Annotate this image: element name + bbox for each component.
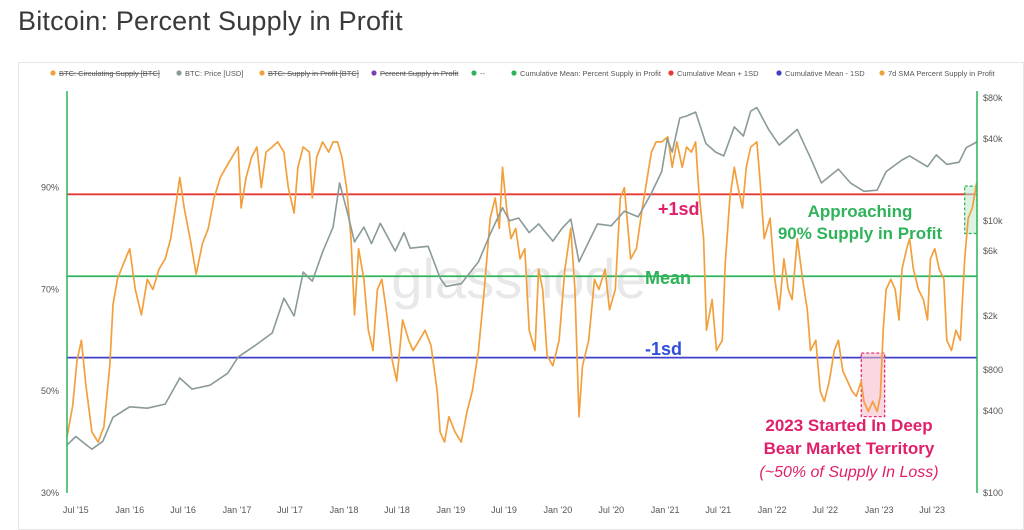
x-tick-label: Jan '21 [651,505,680,515]
legend-swatch [511,70,517,76]
right-tick-label: $2k [983,311,998,321]
x-tick-label: Jul '20 [598,505,624,515]
left-tick-label: 70% [41,284,59,294]
legend-label: BTC: Supply in Profit [BTC] [268,69,359,78]
legend-label: BTC: Circulating Supply [BTC] [59,69,160,78]
legend-label: Percent Supply in Profit [380,69,459,78]
legend-item: BTC: Supply in Profit [BTC] [259,69,359,78]
legend-label: 7d SMA Percent Supply in Profit [888,69,996,78]
annotation-approaching-line2: 90% Supply in Profit [778,224,943,243]
annotation-mean: Mean [645,268,691,288]
legend-swatch [879,70,885,76]
right-tick-label: $6k [983,246,998,256]
annotations-layer: +1sd Mean -1sd Approaching 90% Supply in… [645,199,943,481]
legend-item: Cumulative Mean: Percent Supply in Profi… [511,69,662,78]
annotation-approaching-line1: Approaching [808,202,913,221]
x-tick-label: Jul '16 [170,505,196,515]
right-tick-label: $80k [983,93,1003,103]
annotation-plus-1sd: +1sd [658,199,700,219]
legend-label: Cumulative Mean - 1SD [785,69,865,78]
legend-swatch [471,70,477,76]
chart-panel: BTC: Circulating Supply [BTC] BTC: Price … [18,62,1024,530]
legend-swatch [50,70,56,76]
legend-label: -- [480,69,485,78]
legend-item: Cumulative Mean - 1SD [776,69,865,78]
x-tick-label: Jul '17 [277,505,303,515]
legend-swatch [776,70,782,76]
reference-lines [67,193,977,359]
chart-svg: BTC: Circulating Supply [BTC] BTC: Price … [41,69,1003,515]
x-tick-label: Jul '15 [63,505,89,515]
x-tick-label: Jan '18 [330,505,359,515]
legend-swatch [371,70,377,76]
right-tick-label: $40k [983,134,1003,144]
x-tick-label: Jan '20 [544,505,573,515]
legend-swatch [668,70,674,76]
annotation-minus-1sd: -1sd [645,339,682,359]
x-tick-label: Jul '22 [812,505,838,515]
annotation-started-line2: Bear Market Territory [764,439,935,458]
x-tick-label: Jul '19 [491,505,517,515]
right-tick-label: $400 [983,406,1003,416]
x-tick-label: Jan '23 [865,505,894,515]
left-tick-label: 90% [41,183,59,193]
right-tick-label: $10k [983,216,1003,226]
legend-swatch [259,70,265,76]
axes-layer: 30% 50% 70% 90% $100 $400 $800 $2k $6k $10k $40k $8… [41,91,1003,515]
x-tick-label: Jul '21 [705,505,731,515]
legend-item: BTC: Circulating Supply [BTC] [50,69,160,78]
legend-item: BTC: Price [USD] [176,69,243,78]
legend-label: Cumulative Mean: Percent Supply in Profi… [520,69,662,78]
chart-legend: BTC: Circulating Supply [BTC] BTC: Price … [50,69,996,78]
legend-item: 7d SMA Percent Supply in Profit [879,69,996,78]
x-tick-label: Jan '17 [223,505,252,515]
x-tick-label: Jan '22 [758,505,787,515]
legend-item: Cumulative Mean + 1SD [668,69,759,78]
right-tick-label: $100 [983,488,1003,498]
x-tick-label: Jul '23 [919,505,945,515]
left-tick-label: 30% [41,488,59,498]
annotation-started-line1: 2023 Started In Deep [765,416,932,435]
legend-label: BTC: Price [USD] [185,69,243,78]
price-series-line [66,106,978,451]
x-tick-label: Jan '16 [115,505,144,515]
legend-swatch [176,70,182,76]
page-title: Bitcoin: Percent Supply in Profit [18,6,403,36]
supply-in-profit-series-line [66,135,978,443]
x-tick-label: Jul '18 [384,505,410,515]
right-tick-label: $800 [983,365,1003,375]
legend-label: Cumulative Mean + 1SD [677,69,759,78]
watermark: glassnode [391,247,646,310]
legend-item: Percent Supply in Profit [371,69,459,78]
annotation-started-line3: (~50% of Supply In Loss) [759,464,938,481]
left-tick-label: 50% [41,386,59,396]
x-tick-label: Jan '19 [437,505,466,515]
series-layer [66,106,978,451]
legend-item: -- [471,69,485,78]
